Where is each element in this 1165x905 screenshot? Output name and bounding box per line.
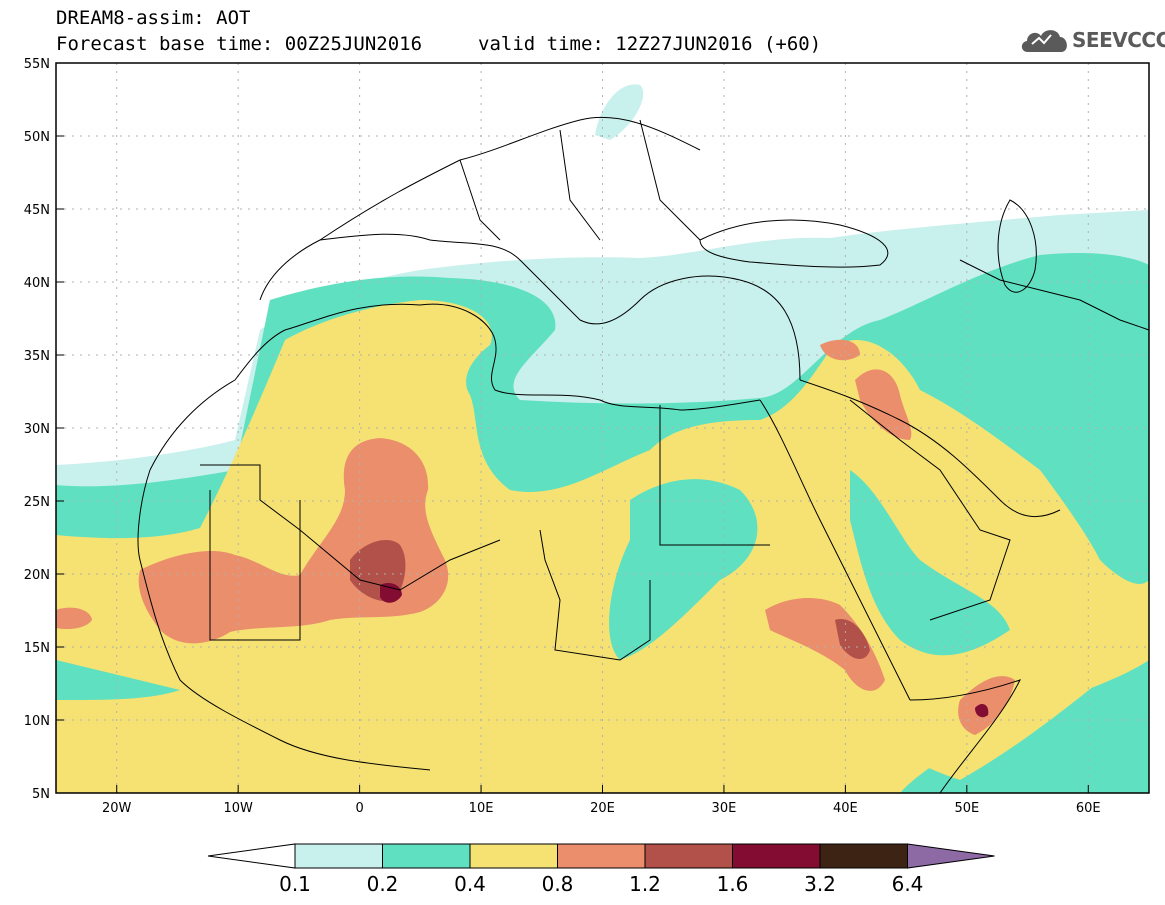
aot-patch-0.8-somalia [958, 676, 1015, 735]
colorbar [207, 843, 995, 869]
aot-patch-0.8-mauritania [56, 607, 92, 630]
colorbar-level-label: 6.4 [891, 872, 924, 896]
lat-label: 55N [24, 57, 50, 72]
lat-label: 35N [24, 349, 50, 364]
aot-patch-0.4-horn [760, 560, 1149, 780]
border-europe-interior [319, 116, 701, 241]
seevccc-logo: SEEVCCC [1018, 22, 1165, 58]
colorbar-swatch [732, 843, 821, 869]
colorbar-swatch [819, 843, 908, 869]
lon-label: 10E [469, 801, 494, 816]
lon-label: 20W [102, 801, 132, 816]
border-chad-sudan [539, 529, 651, 661]
colorbar-level-label: 0.8 [541, 872, 574, 896]
colorbar-level-label: 1.6 [716, 872, 749, 896]
longitude-labels: 20W 10W 0 10E 20E 30E 40E 50E 60E [102, 785, 1101, 816]
lon-label: 60E [1076, 801, 1101, 816]
colorbar-swatch [469, 843, 558, 869]
latitude-labels: 55N 50N 45N 40N 35N 30N 25N 20N 15N 10N 5N [24, 57, 64, 802]
colorbar-level-label: 3.2 [804, 872, 836, 896]
lat-label: 20N [24, 568, 50, 583]
colorbar-under-arrow [207, 843, 296, 869]
colorbar-over-arrow [907, 843, 995, 869]
lon-label: 50E [954, 801, 979, 816]
coastline-horn-of-africa [909, 679, 1021, 794]
border-saudi [849, 399, 1011, 621]
colorbar-level-label: 0.1 [279, 872, 311, 896]
valid-time: valid time: 12Z27JUN2016 (+60) [478, 33, 822, 55]
colorbar-level-label: 0.2 [366, 872, 399, 896]
lon-label: 20E [590, 801, 615, 816]
colorbar-swatch [644, 843, 733, 869]
coastline-europe [259, 233, 801, 381]
aot-patch-0.8-eritrea [765, 598, 885, 691]
colorbar-swatch [294, 843, 383, 869]
logo-text: SEEVCCC [1072, 28, 1165, 52]
coastline-caspian [997, 199, 1037, 293]
colorbar-level-label: 0.4 [454, 872, 486, 896]
coastline-north-africa [149, 303, 761, 471]
border-libya-egypt [659, 405, 770, 546]
lat-label: 15N [24, 641, 50, 656]
forecast-base-time: Forecast base time: 00Z25JUN2016 [56, 33, 423, 55]
aot-patch-0.2-sudan [609, 479, 758, 660]
border-iran [959, 259, 1150, 331]
border-sahara-2 [209, 490, 301, 641]
lat-label: 5N [32, 787, 50, 802]
lon-label: 30E [712, 801, 737, 816]
lat-label: 40N [24, 276, 50, 291]
colorbar-swatch [382, 843, 471, 869]
lon-label: 40E [833, 801, 858, 816]
aot-patch-0.1-poland [595, 84, 644, 140]
lon-label: 0 [355, 801, 363, 816]
aot-patch-1.2-eritrea [835, 619, 870, 660]
map-title: DREAM8-assim: AOT [56, 7, 251, 29]
lat-label: 30N [24, 422, 50, 437]
colorbar-swatch [557, 843, 646, 869]
graticule [56, 63, 1149, 793]
colorbar-level-label: 1.2 [629, 872, 661, 896]
coastline-black-sea [699, 219, 889, 268]
lon-label: 10W [223, 801, 253, 816]
coastline-red-sea [759, 399, 911, 701]
cloud-icon [1021, 30, 1067, 52]
lat-label: 25N [24, 495, 50, 510]
border-sahara-1 [200, 464, 501, 591]
aot-patch-0.2-arabia [850, 470, 1010, 656]
lat-label: 50N [24, 130, 50, 145]
coastline-arabia-gulf [799, 379, 1061, 518]
lat-label: 45N [24, 203, 50, 218]
lat-label: 10N [24, 714, 50, 729]
coastline-west-africa [137, 469, 431, 771]
coastlines-and-borders [137, 116, 1150, 794]
